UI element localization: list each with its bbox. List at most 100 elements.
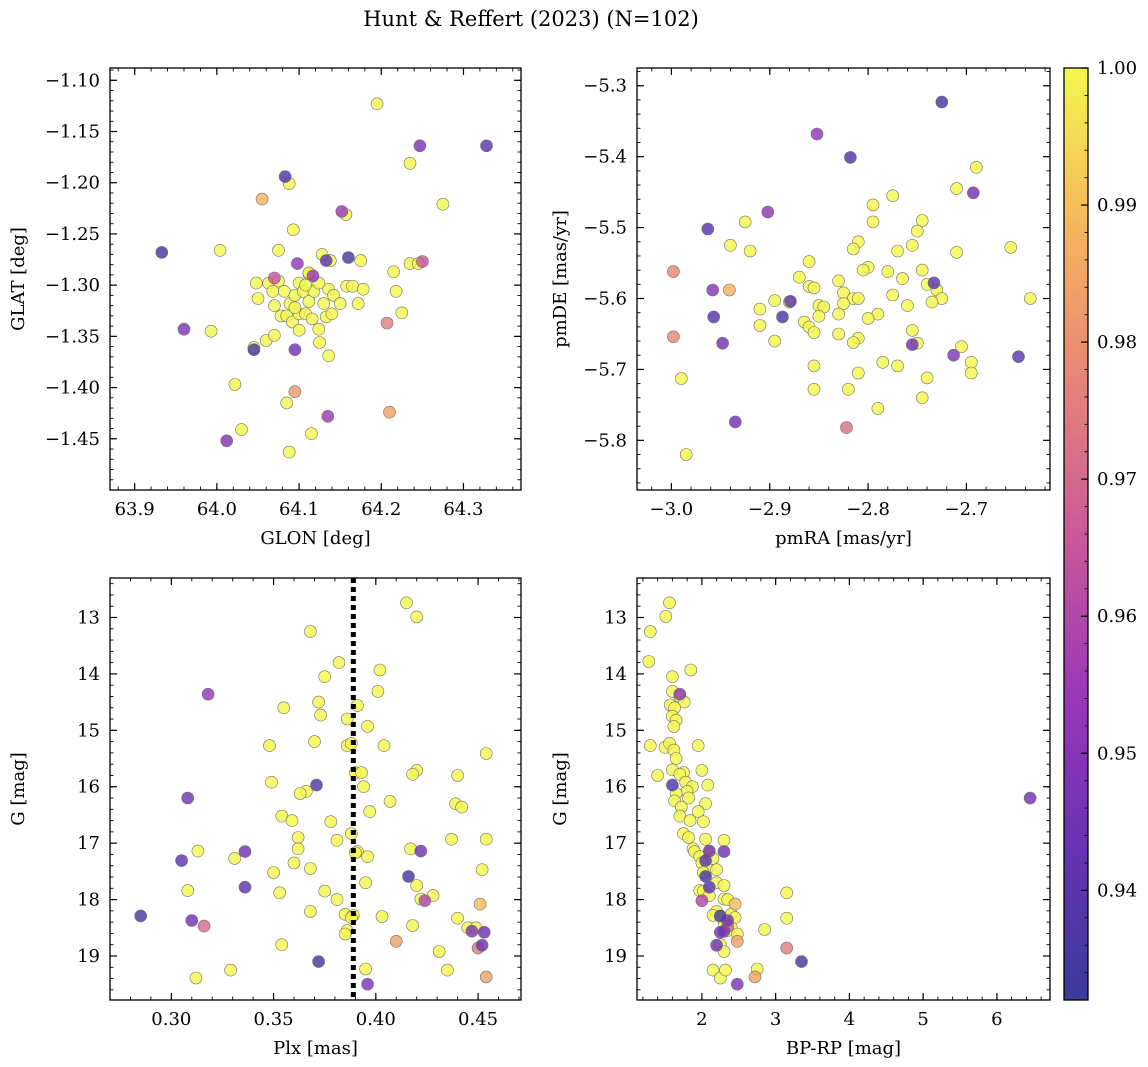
data-point — [950, 246, 963, 259]
data-point — [837, 297, 850, 310]
data-point — [697, 815, 710, 829]
data-point — [189, 971, 203, 985]
data-point — [891, 244, 904, 258]
data-point — [480, 139, 493, 153]
data-point — [905, 324, 919, 337]
colorbar: 0.94 0.95 0.96 0.97 0.98 0.99 1.00 — [1063, 58, 1137, 1001]
data-point — [304, 862, 317, 875]
data-point — [383, 405, 396, 419]
data-point — [871, 402, 885, 415]
data-point — [247, 343, 261, 357]
data-point — [268, 299, 281, 312]
data-point — [667, 720, 681, 733]
data-point — [964, 366, 978, 380]
data-point — [723, 283, 736, 297]
data-point — [181, 791, 194, 805]
data-point — [701, 778, 715, 792]
data-point — [277, 284, 291, 298]
data-point — [699, 854, 712, 867]
data-point — [286, 223, 300, 237]
data-point — [780, 941, 794, 955]
data-point — [706, 283, 720, 297]
data-point — [891, 359, 904, 373]
data-point — [319, 254, 333, 267]
y-tick-label: −1.40 — [45, 378, 100, 399]
y-tick-label: −5.7 — [583, 359, 627, 380]
data-point — [175, 854, 188, 867]
data-point — [477, 925, 491, 939]
data-point — [886, 189, 900, 202]
data-point — [414, 844, 428, 858]
data-point — [359, 876, 372, 890]
data-point — [373, 663, 387, 677]
data-point — [465, 924, 479, 938]
data-point — [730, 934, 744, 948]
data-point — [361, 977, 374, 991]
data-point — [1024, 292, 1037, 305]
x-tick-label: 4 — [844, 1009, 855, 1030]
data-point — [389, 934, 403, 948]
data-point — [915, 214, 929, 227]
data-point — [920, 371, 934, 385]
data-point — [713, 909, 727, 923]
data-point — [235, 423, 248, 436]
data-point — [445, 832, 458, 846]
data-point — [330, 833, 344, 847]
data-point — [305, 427, 318, 441]
points-proper-motion — [667, 95, 1037, 461]
data-point — [699, 870, 712, 883]
data-point — [691, 739, 705, 752]
data-point — [325, 307, 339, 321]
data-point — [861, 312, 875, 325]
y-tick-label: 16 — [77, 777, 100, 798]
data-point — [691, 805, 705, 818]
data-point — [181, 884, 194, 897]
y-axis-label: G [mag] — [8, 752, 29, 825]
data-point — [275, 938, 289, 952]
y-tick-label: 18 — [77, 890, 100, 911]
data-point — [282, 445, 296, 459]
data-point — [710, 938, 723, 952]
y-tick-label: −5.3 — [583, 76, 627, 97]
colorbar-tick-label: 0.96 — [1097, 606, 1137, 627]
data-point — [876, 355, 890, 369]
axes-frame — [636, 67, 1051, 491]
data-point — [313, 336, 326, 349]
y-tick-label: 13 — [77, 607, 100, 628]
points-plx-g — [134, 596, 493, 991]
data-point — [288, 385, 302, 399]
data-point — [643, 739, 657, 752]
data-point — [683, 814, 697, 827]
data-point — [305, 312, 319, 326]
data-point — [389, 284, 403, 298]
data-point — [792, 270, 806, 284]
data-point — [228, 378, 242, 391]
data-point — [947, 348, 960, 362]
data-point — [910, 224, 924, 238]
data-point — [717, 845, 731, 858]
data-point — [768, 294, 782, 307]
x-tick-label: 64.3 — [443, 499, 483, 520]
data-point — [354, 254, 368, 267]
data-point — [761, 205, 775, 219]
data-point — [846, 242, 860, 256]
data-point — [238, 880, 252, 894]
y-tick-label: −5.4 — [583, 147, 627, 168]
data-point — [338, 927, 352, 941]
y-axis-label: GLAT [deg] — [8, 227, 29, 331]
data-point — [706, 963, 720, 977]
data-point — [455, 800, 469, 814]
data-point — [291, 831, 305, 844]
data-point — [287, 856, 301, 870]
colorbar-tick-label: 0.95 — [1097, 743, 1137, 764]
colorbar-tick-label: 1.00 — [1097, 58, 1137, 79]
data-point — [363, 805, 377, 818]
data-point — [768, 334, 782, 348]
points-cmd — [642, 596, 1037, 991]
x-tick-label: 2 — [696, 1009, 707, 1030]
data-point — [277, 701, 291, 715]
data-point — [375, 910, 389, 923]
data-point — [730, 977, 744, 991]
data-point — [191, 844, 205, 858]
data-point — [717, 879, 731, 892]
